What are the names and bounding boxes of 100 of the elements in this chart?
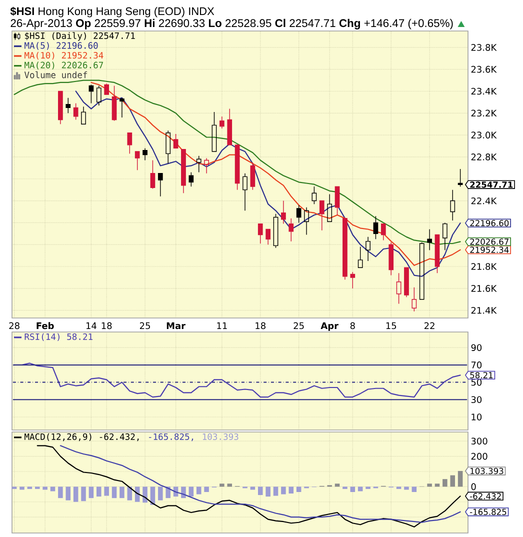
- bar: [158, 486, 163, 500]
- text: 22547.71: [470, 182, 513, 188]
- candlestick: [312, 186, 317, 204]
- candlestick: [273, 214, 278, 248]
- bar: [296, 486, 302, 492]
- y-tick-label: 23.2K: [471, 110, 497, 117]
- candlestick: [196, 156, 202, 173]
- x-tick-label: 18: [102, 322, 112, 330]
- y-tick-label: 10: [472, 414, 482, 420]
- bar: [334, 484, 340, 487]
- x-tick-label: 25: [294, 322, 304, 330]
- text: 26-Apr-2013 Op 22559.97 Hi 22690.33 Lo 22528.95 Cl 22547.71 Chg +146.47 (+0.65%): [10, 18, 453, 30]
- bar: [20, 486, 24, 490]
- data-label: 58.21: [470, 372, 493, 378]
- legend-label: MA(20) 22026.67: [24, 62, 104, 70]
- y-tick-label: 23.8K: [471, 44, 497, 51]
- bar: [50, 486, 56, 492]
- bar: [350, 486, 356, 492]
- bar: [288, 486, 294, 494]
- x-tick-label: 15: [386, 322, 396, 330]
- y-tick-label: 0: [471, 483, 476, 490]
- legend-label: MACD(12,26,9) -62.432,: [24, 433, 139, 442]
- bar: [358, 486, 363, 492]
- bar: [450, 475, 456, 487]
- x-tick-label: 11: [217, 322, 227, 329]
- bar: [458, 470, 463, 487]
- candlestick: [427, 228, 432, 250]
- candlestick: [419, 242, 424, 300]
- candlestick: [412, 286, 417, 312]
- data-label: 21952.34: [470, 246, 509, 253]
- x-tick-label: Mar: [166, 322, 186, 330]
- y-tick-label: 22.8K: [471, 154, 497, 160]
- candlestick: [142, 148, 148, 161]
- legend-label: MA(10) 21952.34: [24, 52, 104, 60]
- bar: [196, 486, 202, 494]
- y-tick-label: 23.6K: [471, 66, 497, 73]
- bar: [42, 486, 48, 490]
- candlestick: [327, 194, 332, 222]
- y-tick-label: 21.6K: [471, 285, 497, 292]
- candlestick: [112, 85, 117, 122]
- candlestick: [442, 222, 448, 250]
- bar: [220, 484, 224, 487]
- candlestick: [242, 173, 248, 211]
- candlestick: [396, 272, 402, 304]
- y-tick-label: 21.8K: [471, 263, 497, 270]
- y-tick-label: 23.0K: [471, 132, 497, 138]
- y-tick-label: 300: [471, 438, 488, 445]
- bar: [142, 486, 148, 503]
- text: 103.393: [202, 433, 238, 440]
- candlestick: [220, 116, 224, 129]
- bar: [66, 486, 71, 500]
- bar: [204, 486, 209, 492]
- bar: [434, 484, 440, 487]
- bar: [281, 486, 286, 494]
- text: -165.825,: [148, 433, 194, 442]
- bar: [112, 486, 117, 498]
- bar: [266, 486, 270, 497]
- bar: [427, 484, 432, 487]
- candlestick: [304, 207, 309, 236]
- candlestick: [358, 246, 363, 268]
- y-tick-label: 200: [471, 452, 488, 460]
- bar: [227, 484, 232, 487]
- ref-line-label: 70: [471, 362, 482, 368]
- bar: [104, 486, 109, 496]
- y-tick-label: 22.4K: [471, 197, 497, 204]
- y-tick-label: 23.4K: [471, 88, 497, 95]
- y-tick-label: 21.4K: [471, 306, 497, 314]
- x-tick-label: Apr: [320, 322, 338, 331]
- bar: [88, 486, 94, 498]
- bar: [273, 486, 278, 496]
- candlestick: [88, 84, 94, 104]
- bar: [81, 486, 86, 502]
- bar: [258, 486, 263, 496]
- data-label: 22196.60: [470, 220, 509, 226]
- x-tick-label: 8: [350, 322, 355, 330]
- data-label: -165.825: [470, 508, 506, 516]
- candlestick: [120, 97, 124, 118]
- candlestick: [204, 158, 209, 174]
- bar: [96, 486, 102, 497]
- x-tick-label: 14: [86, 322, 96, 329]
- legend-label: MA(5) 22196.60: [24, 42, 98, 50]
- bar: [412, 486, 417, 492]
- bar: [442, 479, 448, 487]
- x-tick-label: 28: [9, 322, 20, 330]
- candlestick: [366, 236, 370, 262]
- data-label: 22026.67: [470, 238, 508, 245]
- y-tick-label: 90: [471, 344, 482, 352]
- bar: [73, 486, 78, 502]
- legend-label: RSI(14) 58.21: [24, 333, 92, 342]
- candlestick: [212, 112, 217, 152]
- bar: [404, 486, 409, 490]
- bar: [188, 486, 194, 497]
- candlestick: [81, 106, 86, 124]
- ref-line-label: 30: [471, 396, 482, 404]
- bar: [58, 486, 63, 498]
- x-tick-label: 25: [140, 322, 150, 330]
- candlestick: [450, 189, 456, 221]
- annotation: Volume undef: [24, 71, 88, 78]
- bar: [120, 486, 124, 498]
- candlestick: [96, 85, 102, 106]
